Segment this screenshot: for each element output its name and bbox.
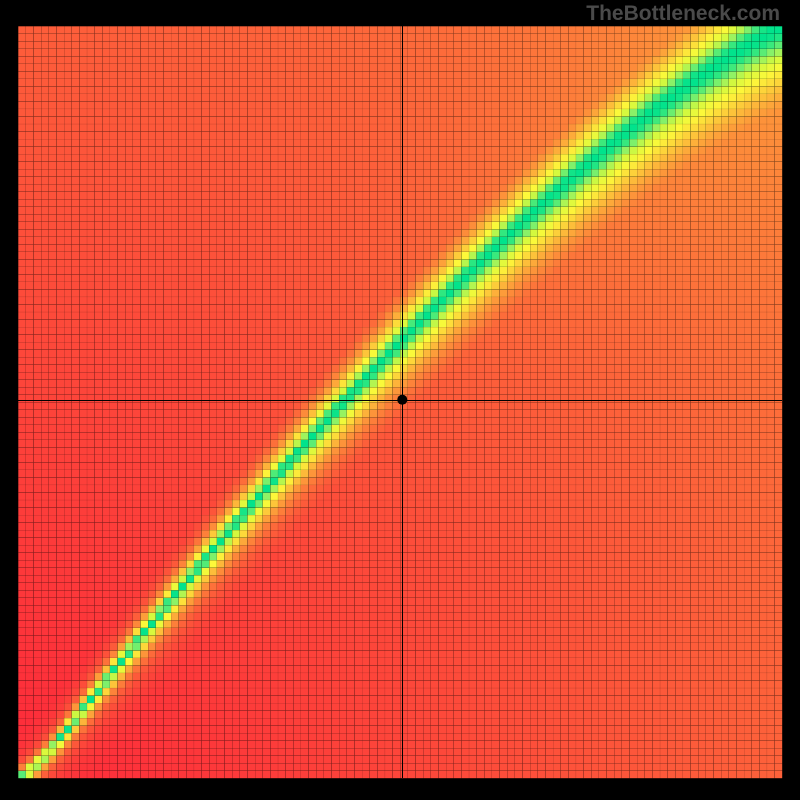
bottleneck-heatmap xyxy=(0,0,800,800)
watermark-text: TheBottleneck.com xyxy=(586,2,780,26)
